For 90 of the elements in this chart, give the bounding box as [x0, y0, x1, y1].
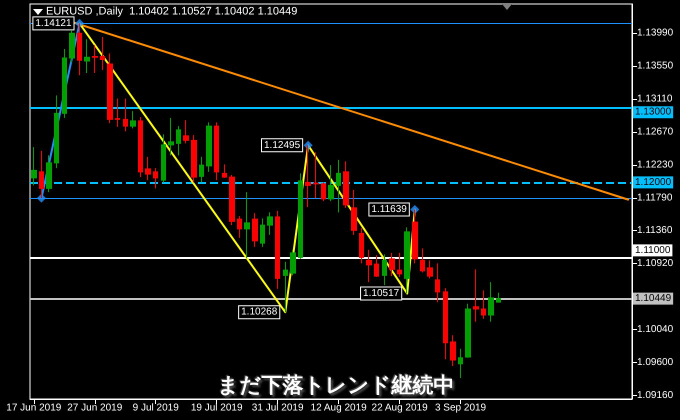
chart-title: EURUSD ,Daily 1.10402 1.10527 1.10402 1.10449	[46, 6, 298, 18]
ref-line-label: 1.10449	[635, 293, 672, 304]
x-tick-label: 19 Jul 2019	[190, 402, 243, 414]
data-label: 1.12495	[264, 140, 301, 151]
candlestick	[458, 348, 463, 379]
candlestick	[389, 252, 395, 277]
candlestick	[267, 212, 273, 236]
candlestick	[359, 228, 364, 264]
candlestick	[237, 216, 242, 238]
candlestick	[450, 334, 456, 367]
candlestick	[145, 156, 151, 181]
candlestick	[199, 156, 204, 183]
candlestick	[168, 117, 174, 156]
x-tick-label: 27 Jun 2019	[67, 402, 123, 414]
candlestick	[176, 126, 181, 156]
candlestick	[244, 192, 250, 259]
ref-line-label: 1.12000	[635, 176, 672, 188]
y-tick-label: 1.09600	[637, 356, 674, 368]
candlestick	[69, 30, 75, 63]
data-label: 1.11639	[371, 204, 408, 215]
candlestick	[31, 146, 37, 186]
ref-line-label: 1.13000	[635, 106, 672, 118]
candlestick	[62, 48, 67, 118]
candlestick	[443, 288, 448, 360]
ref-line-label: 1.11000	[635, 244, 671, 256]
candlestick	[336, 159, 341, 213]
candlestick	[465, 303, 471, 358]
x-tick-label: 22 Aug 2019	[371, 402, 428, 414]
candlestick	[290, 249, 296, 276]
candlestick	[77, 22, 82, 76]
candlestick	[191, 134, 197, 183]
candlestick	[343, 160, 349, 208]
candlestick	[214, 122, 219, 181]
data-label: 1.10517	[363, 288, 400, 300]
y-tick-label: 1.13990	[637, 28, 674, 39]
candlestick	[153, 168, 158, 189]
y-tick-label: 1.12670	[637, 126, 674, 138]
candlestick	[161, 134, 166, 183]
x-tick-label: 12 Aug 2019	[310, 402, 368, 414]
candlestick	[183, 120, 189, 144]
candlestick	[92, 44, 98, 74]
candlestick	[107, 52, 113, 124]
candlestick	[481, 290, 486, 320]
candlestick	[427, 260, 433, 279]
candlestick	[100, 36, 105, 70]
y-tick-label: 1.10920	[637, 258, 674, 269]
candlestick	[351, 189, 357, 236]
candlestick	[473, 268, 479, 322]
candlestick	[130, 110, 136, 129]
candlestick	[420, 248, 425, 273]
y-tick-label: 1.10040	[637, 324, 674, 335]
y-tick-label: 1.09160	[637, 390, 674, 401]
y-tick-label: 1.11360	[637, 224, 673, 236]
candlestick	[321, 182, 326, 202]
candlestick	[123, 98, 128, 132]
candlestick	[39, 150, 44, 199]
x-tick-label: 3 Sep 2019	[434, 402, 487, 414]
candlestick	[313, 152, 319, 199]
candlestick	[298, 172, 303, 260]
candlestick	[138, 116, 143, 178]
annotation: まだ下落トレンド継続中	[218, 373, 454, 397]
candlestick	[84, 38, 90, 74]
candlestick	[252, 212, 258, 248]
candlestick	[488, 282, 494, 322]
x-tick-label: 9 Jul 2019	[132, 402, 180, 414]
candlestick	[397, 252, 402, 278]
candlestick	[229, 174, 235, 226]
candlestick	[374, 254, 379, 278]
candlestick	[46, 154, 52, 193]
candlestick	[275, 210, 280, 290]
data-label: 1.14121	[35, 18, 72, 29]
candlestick	[328, 164, 334, 202]
y-tick-label: 1.13110	[637, 94, 673, 105]
candlestick	[206, 122, 212, 172]
candlestick	[435, 262, 440, 303]
data-label: 1.10268	[241, 306, 278, 318]
candlestick	[283, 261, 288, 313]
candlestick	[382, 254, 387, 286]
candlestick	[222, 164, 227, 178]
candlestick	[366, 249, 372, 283]
y-tick-label: 1.13550	[637, 60, 674, 72]
candlestick	[260, 218, 265, 248]
y-tick-label: 1.11790	[637, 192, 673, 204]
x-tick-label: 17 Jun 2019	[6, 402, 62, 414]
candlestick	[496, 292, 501, 303]
x-tick-label: 31 Jul 2019	[252, 402, 304, 414]
candlestick	[115, 98, 120, 128]
candlestick	[404, 226, 410, 294]
y-tick-label: 1.12230	[637, 160, 674, 171]
candlestick	[54, 94, 59, 169]
